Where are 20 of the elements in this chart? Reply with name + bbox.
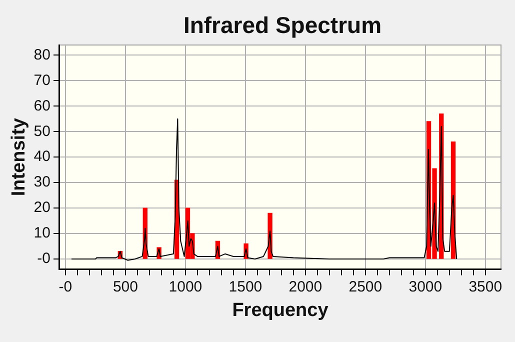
chart-title: Infrared Spectrum bbox=[182, 12, 383, 39]
y-tick-label: 30 bbox=[34, 174, 50, 191]
x-tick-label: 2000 bbox=[288, 278, 322, 296]
x-tick-label: 3000 bbox=[408, 278, 442, 296]
y-tick-label: -0 bbox=[37, 250, 50, 268]
y-tick-label: 50 bbox=[34, 122, 50, 140]
y-tick-label: 10 bbox=[34, 224, 50, 242]
x-tick-label: 500 bbox=[112, 278, 138, 296]
x-tick-label: 3500 bbox=[468, 278, 502, 296]
x-axis-title: Frequency bbox=[232, 300, 329, 321]
x-tick-label: 2500 bbox=[348, 278, 382, 296]
y-tick-label: 70 bbox=[34, 72, 50, 89]
x-tick-label: -0 bbox=[58, 278, 72, 296]
y-tick-label: 40 bbox=[34, 148, 50, 166]
y-axis-title: Intensity bbox=[8, 118, 30, 196]
y-tick-label: 80 bbox=[34, 46, 50, 64]
x-tick-label: 1000 bbox=[168, 278, 202, 296]
y-tick-label: 20 bbox=[34, 199, 50, 216]
x-tick-label: 1500 bbox=[228, 278, 262, 296]
y-tick-label: 60 bbox=[34, 97, 50, 114]
